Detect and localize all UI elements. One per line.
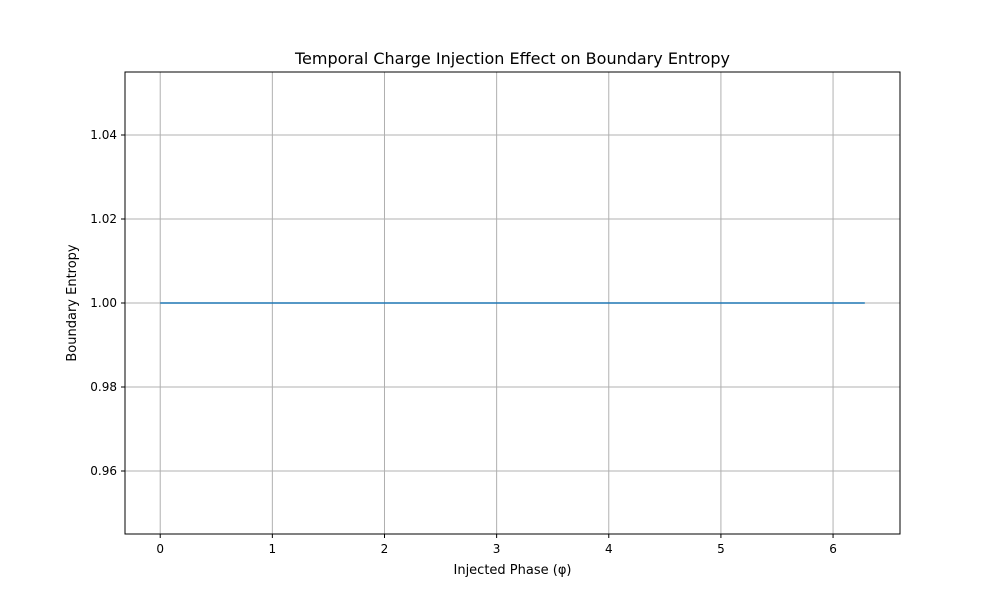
x-axis-ticks: 0 1 2 3 4 5 6 xyxy=(156,534,837,556)
x-axis-label: Injected Phase (φ) xyxy=(454,563,572,578)
y-tick-label: 1.00 xyxy=(90,296,117,310)
x-tick-label: 3 xyxy=(493,542,501,556)
y-tick-label: 1.02 xyxy=(90,212,117,226)
x-tick-label: 0 xyxy=(156,542,164,556)
y-tick-label: 0.98 xyxy=(90,380,117,394)
x-tick-label: 5 xyxy=(717,542,725,556)
x-tick-label: 2 xyxy=(381,542,389,556)
chart-title: Temporal Charge Injection Effect on Boun… xyxy=(294,49,730,68)
y-axis-ticks: 0.96 0.98 1.00 1.02 1.04 xyxy=(90,128,125,478)
x-tick-label: 6 xyxy=(829,542,837,556)
y-tick-label: 1.04 xyxy=(90,128,117,142)
x-tick-label: 1 xyxy=(269,542,277,556)
y-tick-label: 0.96 xyxy=(90,464,117,478)
x-tick-label: 4 xyxy=(605,542,613,556)
y-axis-label: Boundary Entropy xyxy=(65,244,80,362)
